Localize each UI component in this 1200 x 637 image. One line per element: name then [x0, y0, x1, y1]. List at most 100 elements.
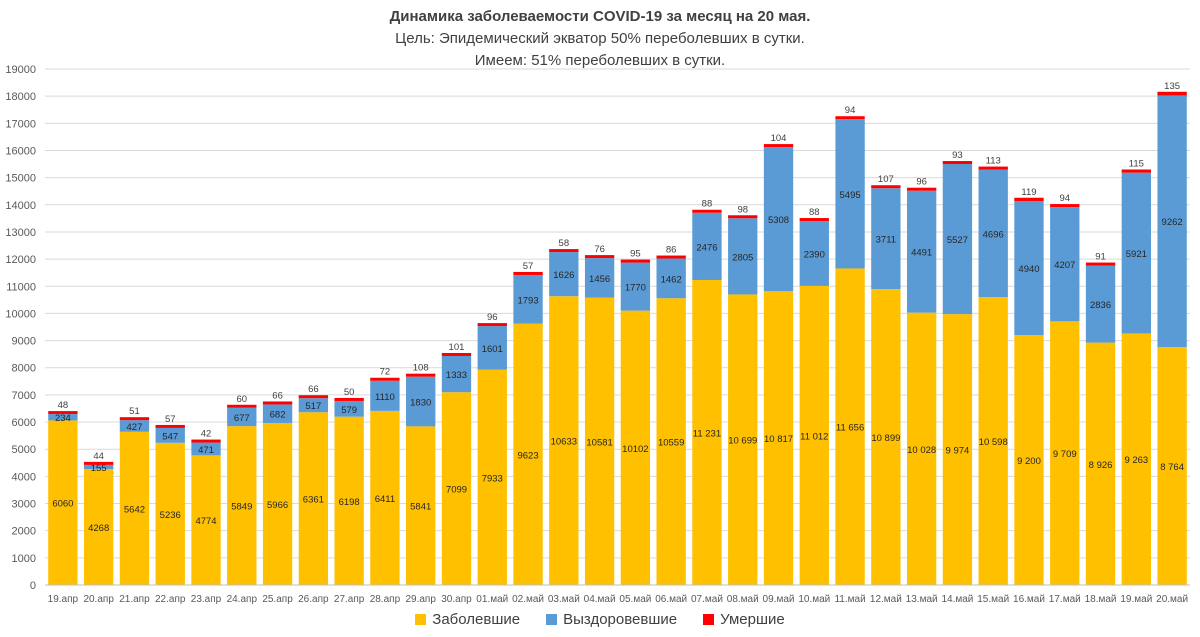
data-label-infected: 10102	[622, 444, 648, 455]
data-label-recovered: 1456	[589, 274, 610, 285]
y-tick-label: 13000	[5, 227, 36, 239]
x-tick-label: 08.май	[727, 594, 759, 605]
bar-infected	[84, 469, 114, 585]
data-label-infected: 5236	[160, 510, 181, 521]
legend-label-deaths: Умершие	[720, 611, 785, 628]
bar-infected	[227, 426, 257, 585]
bar-infected	[155, 442, 185, 585]
data-label-recovered: 2390	[804, 249, 825, 260]
chart-title: Динамика заболеваемости COVID-19 за меся…	[389, 8, 811, 25]
data-label-infected: 4268	[88, 523, 109, 534]
y-tick-label: 7000	[12, 390, 36, 402]
bar-recovered	[513, 274, 543, 324]
data-label-infected: 7099	[446, 485, 467, 496]
x-tick-label: 25.апр	[262, 594, 293, 605]
data-label-deaths: 88	[809, 207, 820, 218]
bar-deaths	[370, 377, 400, 381]
bar-recovered	[119, 420, 150, 432]
bar-infected	[262, 422, 293, 585]
data-label-infected: 6411	[375, 494, 395, 505]
bar-deaths	[227, 404, 257, 408]
legend-item-infected: Заболевшие	[415, 611, 520, 628]
bar-recovered	[84, 464, 114, 470]
bar-recovered	[1121, 172, 1151, 334]
data-label-infected: 8 764	[1160, 462, 1184, 473]
bar-recovered	[549, 252, 579, 297]
bar-recovered	[799, 221, 829, 286]
bar-infected	[1121, 333, 1151, 585]
x-tick-label: 21.апр	[119, 594, 150, 605]
bar-recovered	[728, 218, 758, 295]
data-label-deaths: 107	[878, 174, 894, 185]
data-label-infected: 6361	[303, 495, 324, 506]
data-label-recovered: 9262	[1162, 217, 1183, 228]
bar-infected	[298, 412, 329, 585]
data-label-deaths: 98	[737, 204, 748, 215]
data-label-recovered: 5495	[840, 190, 861, 201]
bar-infected	[584, 297, 615, 585]
data-label-deaths: 88	[702, 199, 713, 210]
legend-swatch-deaths	[703, 614, 715, 625]
data-label-deaths: 96	[487, 312, 498, 323]
bar-recovered	[191, 442, 221, 456]
data-label-deaths: 104	[771, 133, 787, 144]
bar-recovered	[692, 212, 722, 280]
data-label-recovered: 155	[91, 463, 107, 474]
bar-recovered	[835, 119, 865, 269]
bar-recovered	[1050, 207, 1080, 322]
bar-deaths	[477, 323, 507, 327]
legend-swatch-infected	[415, 614, 427, 625]
x-tick-label: 30.апр	[441, 594, 472, 605]
bar-infected	[334, 416, 364, 585]
data-label-recovered: 1601	[482, 344, 503, 355]
data-label-deaths: 94	[845, 105, 856, 116]
bar-deaths	[406, 373, 436, 377]
legend-label-infected: Заболевшие	[432, 611, 521, 628]
bar-infected	[441, 392, 472, 585]
bar-infected	[978, 297, 1008, 585]
bar-recovered	[763, 147, 794, 292]
bar-recovered	[620, 262, 651, 311]
bar-recovered	[227, 407, 257, 427]
bar-infected	[549, 296, 579, 585]
data-label-infected: 11 656	[836, 423, 864, 434]
bar-recovered	[406, 376, 436, 427]
bar-infected	[763, 291, 794, 585]
bar-infected	[48, 420, 78, 585]
x-tick-label: 06.май	[655, 594, 687, 605]
x-tick-label: 18.май	[1085, 594, 1117, 605]
legend-label-recovered: Выздоровевшие	[563, 611, 678, 628]
data-label-infected: 10581	[586, 437, 612, 448]
bar-deaths	[513, 271, 543, 275]
data-label-deaths: 72	[380, 367, 391, 378]
bar-infected	[1157, 346, 1187, 585]
y-tick-label: 10000	[5, 308, 36, 320]
data-label-infected: 5966	[267, 500, 288, 511]
x-tick-label: 09.май	[763, 594, 795, 605]
bar-infected	[1085, 342, 1116, 585]
bar-recovered	[477, 326, 507, 370]
data-label-recovered: 5527	[947, 235, 968, 246]
data-label-infected: 5841	[410, 502, 431, 513]
bar-recovered	[871, 188, 901, 290]
data-label-infected: 11 012	[800, 431, 828, 442]
y-tick-label: 6000	[12, 417, 36, 429]
bar-deaths	[155, 424, 185, 428]
bar-infected	[906, 312, 937, 585]
x-tick-label: 24.апр	[227, 594, 258, 605]
y-tick-label: 12000	[5, 254, 36, 266]
bar-infected	[370, 410, 400, 585]
x-tick-label: 20.апр	[83, 594, 114, 605]
bar-deaths	[871, 185, 901, 189]
data-label-deaths: 108	[413, 363, 429, 374]
y-tick-label: 2000	[12, 526, 36, 538]
x-tick-label: 29.апр	[405, 594, 436, 605]
data-label-recovered: 1110	[375, 392, 395, 403]
data-label-deaths: 115	[1129, 159, 1144, 170]
data-label-recovered: 1333	[446, 370, 467, 381]
data-label-deaths: 101	[449, 342, 465, 353]
data-label-infected: 7933	[482, 473, 503, 484]
data-label-deaths: 50	[344, 387, 355, 398]
bar-deaths	[191, 439, 221, 443]
